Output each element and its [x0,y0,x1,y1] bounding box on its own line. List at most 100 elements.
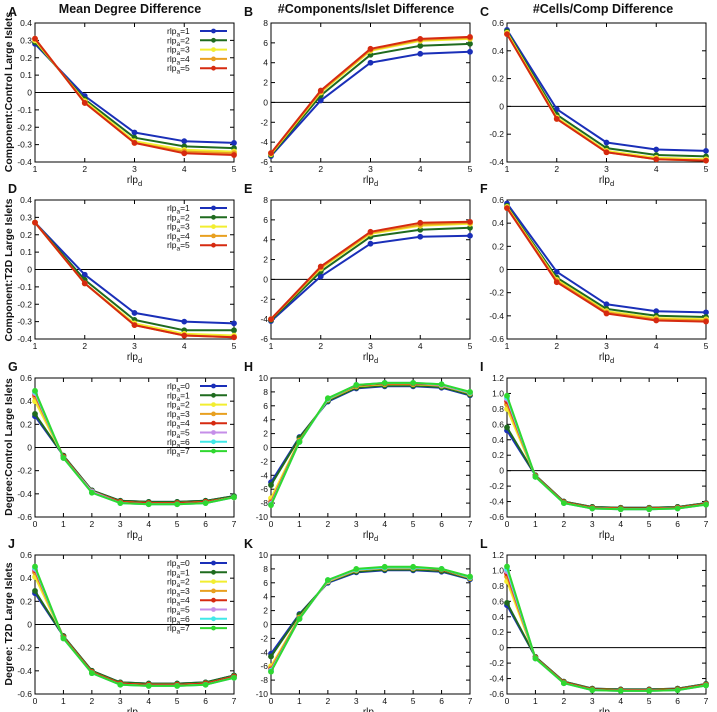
legend-swatch-marker [211,214,216,220]
y-tick-label: 4 [263,58,268,68]
x-tick-label: 5 [232,164,237,174]
legend-label: rlpa=0 [167,558,190,571]
legend-label-main: rlp [167,428,177,438]
panel-a: -0.4-0.3-0.2-0.100.10.20.30.41 2 3 4 5rlpdrl… [17,18,237,188]
y-tick-label: 0.2 [20,596,32,606]
y-tick-label: 0.2 [492,450,504,460]
legend-label-suffix: =2 [180,35,190,45]
y-tick-label: 0.6 [492,419,504,429]
panel-letter-g: G [8,360,18,374]
x-axis-label-sub: d [138,534,142,543]
legend-label-suffix: =0 [180,558,190,568]
legend-swatch-marker [211,402,216,407]
y-tick-label: 2 [263,78,268,88]
legend-label: rlpa=2 [167,400,190,413]
legend-label-sub: a [176,59,180,66]
legend-label-suffix: =5 [180,428,190,438]
legend-label-main: rlp [167,35,177,45]
data-point [560,680,567,687]
data-point [231,152,237,158]
y-tick-label: -0.2 [17,299,32,309]
x-tick-label: 1 [61,696,66,706]
x-tick-label: 4 [618,519,623,529]
data-point [231,320,237,327]
legend-label: rlpa=5 [167,240,190,253]
panel-k: -10 -8 -6 -4 -2 0 2 4 6 8 10 0 1 2 3 4 5 6 7 rlpd [256,550,473,712]
y-tick-label: 0.2 [492,241,504,251]
series-line [506,566,707,692]
x-tick-label: 2 [325,519,330,529]
legend-label-suffix: =1 [180,26,190,36]
y-tick-label: -0.4 [489,497,504,507]
legend-label-suffix: =2 [180,212,190,222]
legend-label: rlpa=5 [167,63,190,76]
x-tick-label: 7 [232,519,237,529]
y-tick-label: 0.4 [20,573,32,583]
series-line [34,396,235,505]
legend-swatch-marker [211,607,216,612]
data-point [410,563,417,570]
series-line [506,580,707,692]
legend-label: rlpa=1 [167,26,190,39]
data-point [646,506,653,513]
legend-label-main: rlp [167,45,177,55]
legend-swatch-marker [211,224,216,230]
y-tick-label: 0.6 [492,195,504,205]
x-tick-label: 6 [203,696,208,706]
y-tick-label: -0.3 [17,140,32,150]
y-tick-label: -0.2 [17,122,32,132]
data-point [317,273,324,280]
data-point [703,309,709,316]
x-tick-label: 2 [318,164,323,174]
y-tick-label: -4 [260,470,268,480]
legend-label-main: rlp [167,437,177,447]
x-tick-label: 3 [590,696,595,706]
x-axis-label-main: rlp [599,530,611,541]
y-tick-label: 2 [263,255,268,265]
y-tick-label: 0 [27,620,32,630]
series-line [34,400,235,505]
data-point [231,327,237,334]
data-point [353,566,360,572]
data-point [674,505,681,512]
x-tick-label: 2 [561,696,566,706]
x-tick-label: 5 [411,696,416,706]
y-tick-label: -0.4 [489,674,504,684]
y-tick-label: 6 [263,38,268,48]
x-axis-label-sub: d [138,179,142,188]
data-point [181,318,188,325]
data-point [589,505,596,512]
legend-swatch-marker [211,569,216,575]
x-axis-label: rlpd [127,352,142,365]
y-tick-label: 0.4 [492,435,504,445]
y-tick-label: -0.6 [489,334,504,344]
y-tick-label: 10 [259,550,269,560]
y-tick-label: -0.1 [17,282,32,292]
y-tick-label: -0.1 [17,105,32,115]
legend-label: rlpa=2 [167,35,190,48]
plot-frame [270,22,471,163]
data-point [32,219,38,226]
x-tick-label: 3 [354,696,359,706]
row-label-component-control: Component:Control Large Islets [3,12,15,173]
data-point [467,573,473,580]
data-point [603,149,610,156]
panel-g: -0.6-0.4-0.200.20.40.60 1 2 3 4 5 6 7rlpdrlpa=0… [17,373,237,543]
x-tick-label: 3 [132,341,137,351]
x-tick-label: 2 [82,164,87,174]
row-label-component-t2d: Component:T2D Large Islets [3,198,15,341]
legend-label-main: rlp [167,203,177,213]
data-point [117,500,124,507]
y-tick-label: -0.6 [489,689,504,699]
series-line [506,29,707,152]
legend-label-sub: a [176,414,180,421]
legend-label-sub: a [176,629,180,636]
data-point [145,682,152,689]
x-tick-label: 1 [33,341,38,351]
panel-j: -0.6-0.4-0.200.20.40.601234567rlpdrlpa=0… [17,550,237,712]
y-tick-label: -2 [260,294,268,304]
y-tick-label: 1.0 [492,565,504,575]
series-line [270,568,471,658]
y-tick-label: -2 [260,456,268,466]
x-tick-label: 2 [89,696,94,706]
